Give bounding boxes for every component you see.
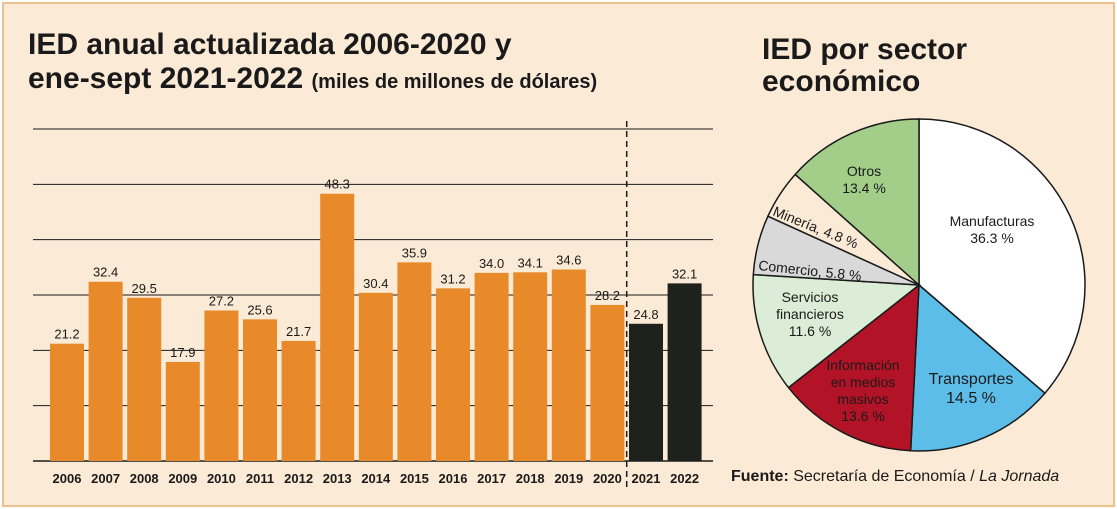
bar-value-label-2006: 21.2	[54, 327, 79, 342]
bar-value-label-2020: 28.2	[595, 288, 620, 303]
bar-2020	[590, 304, 625, 461]
x-tick-label-2009: 2009	[168, 471, 197, 486]
bar-value-label-2017: 34.0	[479, 256, 504, 271]
x-tick-label-2022: 2022	[670, 471, 699, 486]
source-text: Secretaría de Economía /	[793, 468, 980, 485]
x-tick-label-2017: 2017	[477, 471, 506, 486]
bar-value-label-2011: 25.6	[247, 302, 272, 317]
x-tick-label-2008: 2008	[130, 471, 159, 486]
x-tick-label-2020: 2020	[593, 471, 622, 486]
source-label: Fuente:	[731, 468, 789, 485]
bar-2007	[88, 281, 123, 461]
bar-2014	[358, 292, 393, 461]
bar-value-label-2015: 35.9	[402, 245, 427, 260]
bar-chart-subtitle: (miles de millones de dólares)	[311, 71, 598, 93]
x-tick-label-2015: 2015	[400, 471, 429, 486]
x-tick-label-2010: 2010	[207, 471, 236, 486]
x-tick-label-2013: 2013	[323, 471, 352, 486]
bar-2012	[281, 340, 316, 461]
bar-value-label-2008: 29.5	[132, 281, 157, 296]
pie-slice-servicios-financieros	[752, 273, 922, 389]
pie-label-transportes: Transportes 14.5 %	[929, 371, 1014, 407]
pie-chart-title-line2: económico	[762, 65, 921, 98]
bar-value-label-2018: 34.1	[518, 255, 543, 270]
pie-label-informacion-en-medios-masivos: Información en medios masivos 13.6 %	[826, 357, 899, 424]
bar-2022	[667, 283, 702, 461]
bar-2009	[165, 361, 200, 461]
bar-value-label-2022: 32.1	[672, 266, 697, 281]
x-tick-label-2012: 2012	[284, 471, 313, 486]
bar-2021	[629, 323, 663, 461]
bar-2017	[474, 272, 509, 461]
bar-2018	[513, 272, 548, 461]
pie-label-manufacturas: Manufacturas 36.3 %	[950, 213, 1035, 246]
bar-value-label-2016: 31.2	[440, 271, 465, 286]
bar-value-label-2014: 30.4	[363, 276, 388, 291]
x-tick-label-2011: 2011	[246, 471, 274, 486]
x-tick-label-2014: 2014	[361, 471, 391, 486]
x-tick-label-2007: 2007	[91, 471, 120, 486]
pie-label-servicios-financieros: Servicios financieros 11.6 %	[776, 289, 844, 339]
bar-value-label-2010: 27.2	[209, 293, 234, 308]
x-tick-label-2006: 2006	[53, 471, 82, 486]
pie-chart-title: IED por sector económico	[762, 34, 967, 98]
bar-value-label-2019: 34.6	[556, 253, 581, 268]
bar-2016	[436, 288, 470, 461]
bar-2013	[320, 193, 355, 462]
bar-2010	[204, 310, 239, 461]
source-outlet: La Jornada	[979, 468, 1060, 485]
x-tick-label-2019: 2019	[554, 471, 583, 486]
bar-chart-title-line1: IED anual actualizada 2006-2020 y	[28, 28, 512, 61]
bar-value-label-2009: 17.9	[170, 345, 195, 360]
pie-label-otros: Otros 13.4 %	[842, 163, 886, 196]
x-tick-label-2021: 2021	[632, 471, 661, 486]
pie-slice-manufacturas	[918, 118, 1086, 395]
bar-2006	[50, 343, 84, 461]
source-note: Fuente: Secretaría de Economía / La Jorn…	[731, 468, 1059, 486]
bar-chart-title: IED anual actualizada 2006-2020 y ene-sep…	[28, 28, 597, 99]
x-tick-label-2016: 2016	[439, 471, 468, 486]
bar-2019	[551, 269, 586, 461]
bar-chart-title-line2: ene-sept 2021-2022	[28, 62, 304, 95]
bar-2011	[243, 319, 277, 461]
pie-slice-informacion-en-medios-masivos	[787, 283, 920, 452]
bar-value-label-2021: 24.8	[633, 307, 658, 322]
pie-slice-otros	[794, 118, 920, 287]
bar-2008	[127, 297, 162, 461]
bar-2015	[397, 262, 432, 461]
x-tick-label-2018: 2018	[516, 471, 545, 486]
bar-value-label-2012: 21.7	[286, 324, 311, 339]
pie-chart-title-line1: IED por sector	[762, 33, 968, 66]
pie-slice-transportes	[909, 283, 1046, 452]
bar-value-label-2007: 32.4	[93, 265, 118, 280]
bar-value-label-2013: 48.3	[325, 177, 350, 192]
